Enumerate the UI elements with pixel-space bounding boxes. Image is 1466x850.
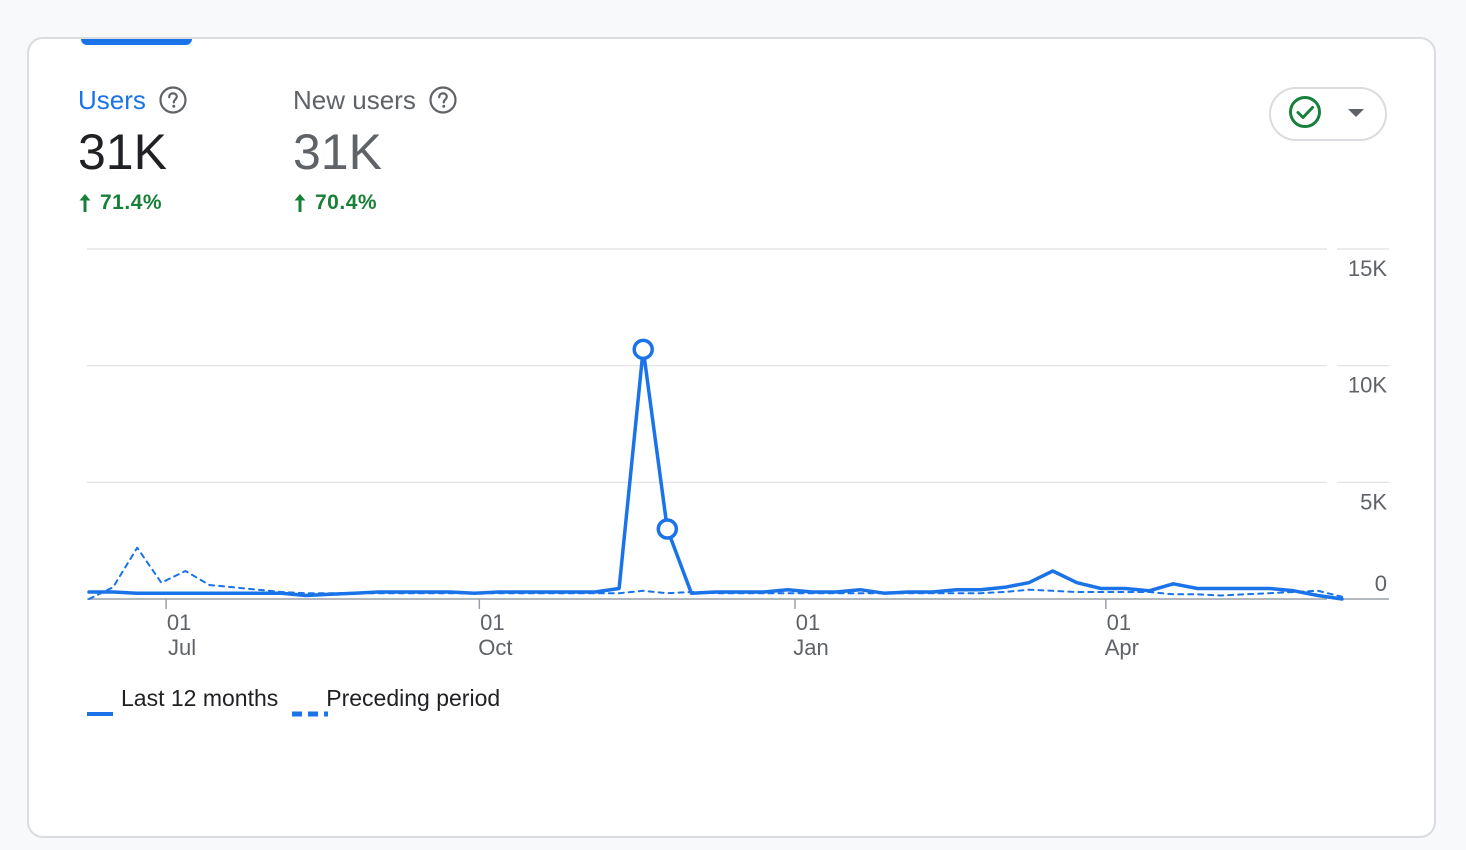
chart-legend: Last 12 months Preceding period bbox=[85, 685, 514, 716]
x-tick-month-jul: Jul bbox=[168, 635, 196, 660]
data-point-week-23 bbox=[632, 338, 654, 361]
legend-solid-line-swatch bbox=[85, 696, 115, 716]
x-tick-day-jul: 01 bbox=[167, 610, 191, 635]
legend-label-last-12-months: Last 12 months bbox=[121, 685, 279, 711]
y-tick-label-0: 0 bbox=[1375, 571, 1387, 596]
x-tick-month-apr: Apr bbox=[1105, 635, 1139, 660]
legend-label-preceding-period: Preceding period bbox=[326, 685, 501, 711]
data-quality-status-button[interactable] bbox=[1269, 87, 1387, 141]
users-overview-card: Users 31K 71.4% New users bbox=[27, 37, 1436, 838]
y-tick-label-15K: 15K bbox=[1348, 256, 1387, 281]
arrow-up-icon bbox=[78, 192, 92, 214]
metric-new-users-label: New users bbox=[293, 84, 416, 115]
y-tick-label-10K: 10K bbox=[1348, 373, 1387, 398]
legend-dashed-line-swatch bbox=[292, 696, 329, 716]
data-point-week-24 bbox=[656, 518, 679, 540]
selected-tab-indicator bbox=[81, 39, 192, 45]
x-tick-day-oct: 01 bbox=[480, 610, 504, 635]
legend-item-last-12-months[interactable]: Last 12 months bbox=[85, 685, 279, 716]
help-circle-icon[interactable] bbox=[158, 85, 188, 115]
help-circle-icon[interactable] bbox=[428, 85, 458, 115]
caret-down-icon bbox=[1347, 105, 1365, 123]
metric-users-value: 31K bbox=[78, 124, 167, 180]
metric-new-users-tab[interactable]: New users 31K 70.4% bbox=[293, 83, 458, 215]
y-tick-label-5K: 5K bbox=[1360, 489, 1387, 514]
metric-users-tab[interactable]: Users 31K 71.4% bbox=[78, 83, 188, 215]
x-tick-month-jan: Jan bbox=[793, 635, 828, 660]
metric-new-users-value: 31K bbox=[293, 124, 382, 180]
metric-users-change: 71.4% bbox=[100, 191, 163, 214]
metric-users-label: Users bbox=[78, 84, 146, 115]
x-tick-month-oct: Oct bbox=[478, 635, 512, 660]
x-tick-day-apr: 01 bbox=[1107, 610, 1131, 635]
arrow-up-icon bbox=[293, 192, 307, 214]
series-line-preceding-period bbox=[88, 546, 1343, 600]
series-line-last-12-months bbox=[87, 347, 1344, 601]
x-tick-day-jan: 01 bbox=[796, 610, 820, 635]
metric-new-users-change: 70.4% bbox=[315, 191, 378, 214]
legend-item-preceding-period[interactable]: Preceding period bbox=[292, 685, 501, 716]
check-circle-icon bbox=[1287, 94, 1323, 135]
